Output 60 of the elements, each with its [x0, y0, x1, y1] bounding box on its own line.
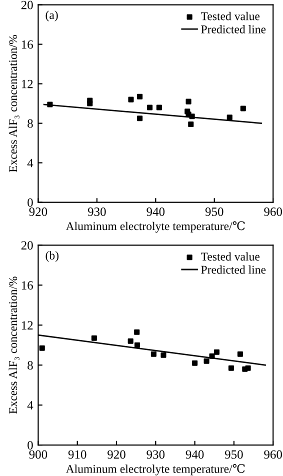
x-tick-label: 930 [146, 450, 165, 459]
y-tick-label: 20 [21, 0, 33, 10]
point [226, 114, 232, 120]
point [186, 98, 192, 104]
point [160, 352, 166, 358]
x-tick-label: 940 [186, 450, 204, 459]
y-axis-title: Excess AlF₃ concentration/% [8, 276, 20, 414]
x-tick-label: 920 [108, 450, 126, 459]
point [156, 104, 162, 110]
y-tick-label: 8 [28, 361, 33, 370]
legend-label: Tested value [200, 12, 260, 20]
x-tick-label: 960 [264, 208, 282, 216]
y-tick-label: 12 [22, 321, 33, 330]
y-tick-label: 16 [22, 281, 33, 290]
y-axis-title: Excess AlF₃ concentration/% [8, 34, 20, 172]
x-axis-title: Aluminum electrolyte temperature/℃ [66, 221, 245, 233]
point [47, 102, 53, 108]
point [228, 365, 234, 371]
x-tick-label: 950 [224, 450, 243, 459]
point [137, 94, 143, 100]
y-tick-label: 12 [22, 80, 33, 88]
point [209, 353, 215, 359]
y-tick-label: 0 [28, 198, 33, 207]
y-tick-label: 4 [27, 401, 34, 410]
point [237, 351, 243, 357]
point [240, 106, 246, 112]
legend-label: Tested value [200, 252, 260, 261]
point [188, 121, 194, 128]
y-tick-label: 16 [22, 40, 33, 49]
point [134, 342, 140, 348]
point [245, 365, 251, 371]
annotation: (b) [46, 251, 58, 262]
point [189, 114, 195, 120]
point [39, 345, 45, 351]
point [192, 360, 198, 366]
point [128, 96, 134, 102]
x-tick-label: 900 [29, 450, 48, 459]
point [137, 116, 143, 122]
point [134, 329, 140, 335]
point [147, 104, 153, 110]
x-tick-label: 910 [68, 450, 86, 459]
x-tick-label: 920 [29, 208, 48, 216]
x-axis-title: Aluminum electrolyte temperature/℃ [66, 464, 245, 476]
x-tick-label: 940 [146, 208, 165, 216]
point [87, 98, 93, 104]
point [214, 349, 220, 355]
y-tick-label: 4 [27, 158, 34, 168]
point [150, 351, 156, 357]
x-tick-label: 950 [205, 208, 224, 216]
y-tick-label: 8 [28, 119, 33, 128]
point [204, 358, 210, 364]
annotation: (a) [46, 10, 58, 22]
legend-label: Predicted line [201, 265, 266, 274]
point [128, 338, 134, 344]
y-tick-label: 20 [21, 241, 33, 250]
x-tick-label: 960 [264, 450, 282, 459]
x-tick-label: 930 [88, 208, 106, 216]
legend-label: Predicted line [201, 25, 266, 34]
y-tick-label: 0 [28, 441, 33, 450]
point [91, 335, 97, 341]
